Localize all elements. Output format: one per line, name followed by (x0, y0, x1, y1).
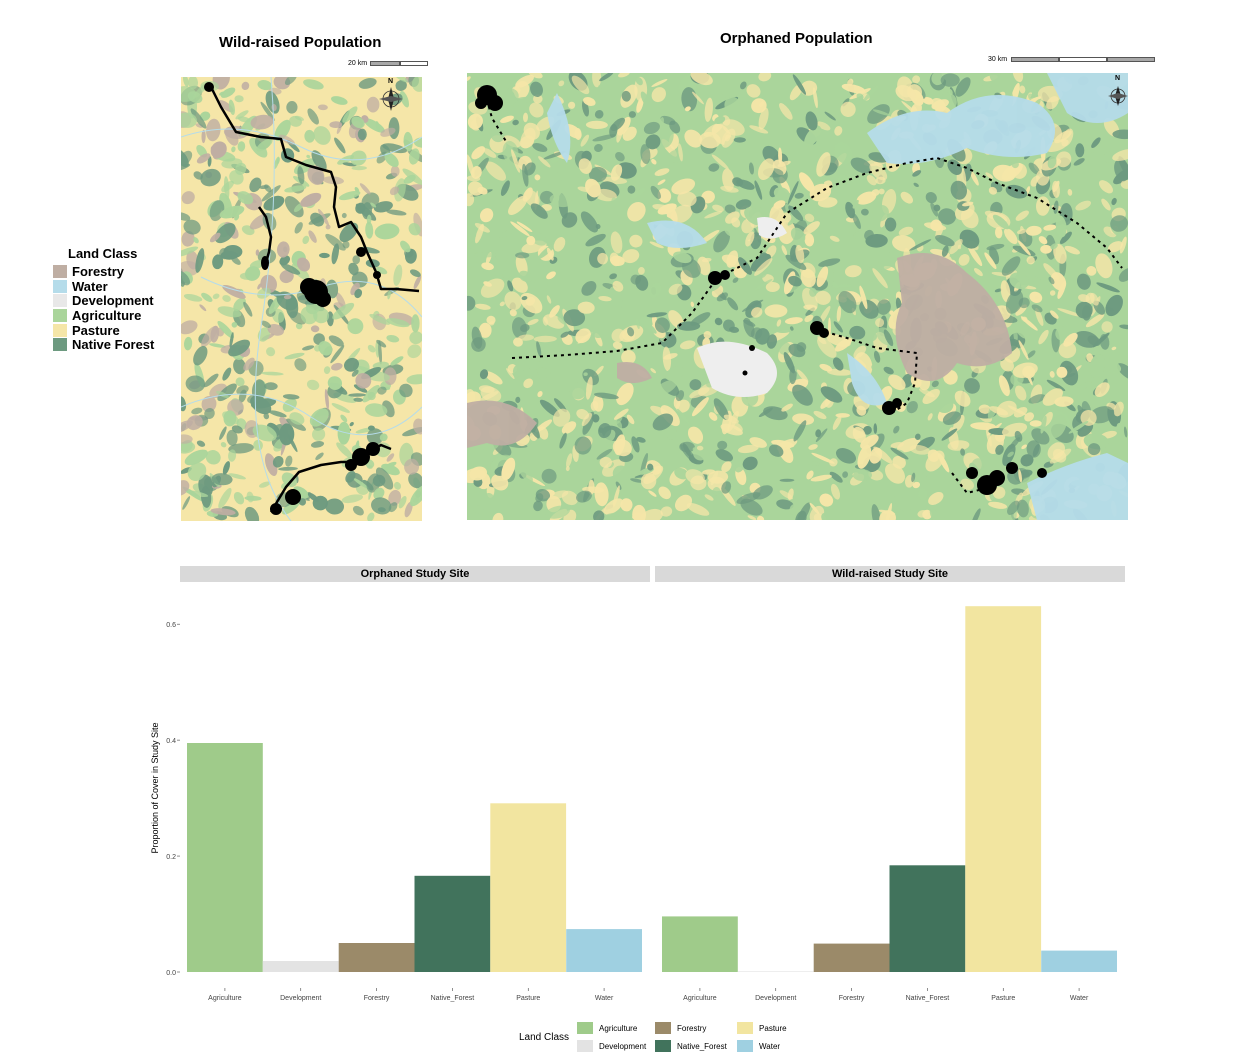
chart-legend-item-development: Development (577, 1037, 655, 1055)
legend-swatch (53, 323, 67, 337)
legend-swatch (577, 1022, 594, 1034)
y-tick-label: 0.4 (166, 738, 176, 745)
legend-label: Pasture (72, 322, 120, 338)
bar-wild-raised-study-site-native-forest (889, 865, 966, 972)
facet-strip-wild: Wild-raised Study Site (655, 566, 1125, 582)
wild-map-title: Wild-raised Population (219, 34, 382, 51)
legend-label: Forestry (677, 1023, 707, 1033)
x-tick-label: Pasture (991, 995, 1015, 1002)
chart-legend-item-water: Water (737, 1037, 797, 1055)
orphaned-compass (1108, 86, 1128, 106)
legend-swatch (53, 264, 67, 278)
x-tick-label: Pasture (516, 995, 540, 1002)
y-tick-label: 0.2 (166, 854, 176, 861)
legend-label: Native_Forest (677, 1041, 727, 1051)
x-tick-label: Development (755, 995, 796, 1002)
x-tick-label: Agriculture (683, 995, 717, 1002)
map-legend-title: Land Class (68, 246, 138, 261)
bar-wild-raised-study-site-agriculture (662, 916, 738, 972)
legend-swatch (655, 1022, 672, 1034)
facet-strip-orphaned: Orphaned Study Site (180, 566, 650, 582)
wild-scale-bar: 20 km (348, 60, 429, 67)
bar-wild-raised-study-site-water (1041, 950, 1117, 972)
bar-orphaned-study-site-forestry (338, 943, 415, 972)
map-legend-item-pasture: Pasture (53, 323, 154, 338)
legend-label: Agriculture (599, 1023, 638, 1033)
y-axis-label: Proportion of Cover in Study Site (150, 722, 160, 853)
bar-orphaned-study-site-water (566, 929, 642, 972)
chart-legend-item-forestry: Forestry (655, 1019, 737, 1037)
bar-orphaned-study-site-native-forest (414, 875, 491, 972)
map-legend-item-forestry: Forestry (53, 264, 154, 279)
orphaned-map (467, 73, 1128, 520)
bar-orphaned-study-site-agriculture (187, 743, 263, 972)
legend-label: Forestry (72, 263, 125, 279)
legend-label: Agriculture (72, 307, 142, 323)
bar-wild-raised-study-site-development (737, 971, 814, 972)
legend-label: Pasture (759, 1023, 787, 1033)
x-tick-label: Development (280, 995, 321, 1002)
orphaned-scale-bar: 30 km (988, 56, 1156, 63)
bar-wild-raised-study-site-pasture (965, 606, 1042, 972)
wild-map (181, 77, 422, 521)
legend-label: Water (72, 278, 108, 294)
bar-orphaned-study-site-development (262, 961, 339, 972)
map-legend-item-water: Water (53, 279, 154, 294)
map-legend: Land Class Forestry Water Development Agric… (53, 246, 154, 352)
bar-wild-raised-study-site-forestry (813, 943, 890, 972)
chart-legend-item-pasture: Pasture (737, 1019, 797, 1037)
map-legend-item-development: Development (53, 293, 154, 308)
legend-swatch (655, 1040, 672, 1052)
legend-swatch (737, 1022, 754, 1034)
wild-compass (379, 87, 403, 111)
x-tick-label: Water (1070, 995, 1089, 1002)
legend-swatch (53, 338, 67, 352)
legend-swatch (737, 1040, 754, 1052)
orphaned-scale-label: 30 km (988, 56, 1008, 63)
legend-label: Development (599, 1041, 647, 1051)
x-tick-label: Forestry (839, 995, 865, 1002)
orphaned-compass-label: N (1115, 75, 1121, 82)
legend-swatch (53, 294, 67, 308)
y-tick-label: 0.0 (166, 970, 176, 977)
legend-swatch (577, 1040, 594, 1052)
chart-legend-item-agriculture: Agriculture (577, 1019, 655, 1037)
chart-legend-title: Land Class (519, 1031, 570, 1043)
x-tick-label: Native_Forest (431, 995, 475, 1002)
wild-scale-label: 20 km (348, 60, 368, 67)
legend-label: Native Forest (72, 337, 155, 353)
y-tick-label: 0.6 (166, 622, 176, 629)
legend-swatch (53, 308, 67, 322)
chart-legend: Land Class Agriculture Development Forestr… (519, 1019, 797, 1055)
legend-label: Water (759, 1041, 781, 1051)
wild-compass-label: N (388, 78, 394, 85)
x-tick-label: Native_Forest (906, 995, 950, 1002)
x-tick-label: Forestry (364, 995, 390, 1002)
map-legend-item-agriculture: Agriculture (53, 308, 154, 323)
map-legend-item-native-forest: Native Forest (53, 337, 154, 352)
legend-swatch (53, 279, 67, 293)
legend-label: Development (72, 293, 154, 309)
orphaned-map-title: Orphaned Population (720, 30, 873, 47)
x-tick-label: Agriculture (208, 995, 242, 1002)
chart-legend-item-native-forest: Native_Forest (655, 1037, 737, 1055)
bar-orphaned-study-site-pasture (490, 803, 567, 972)
x-tick-label: Water (595, 995, 614, 1002)
